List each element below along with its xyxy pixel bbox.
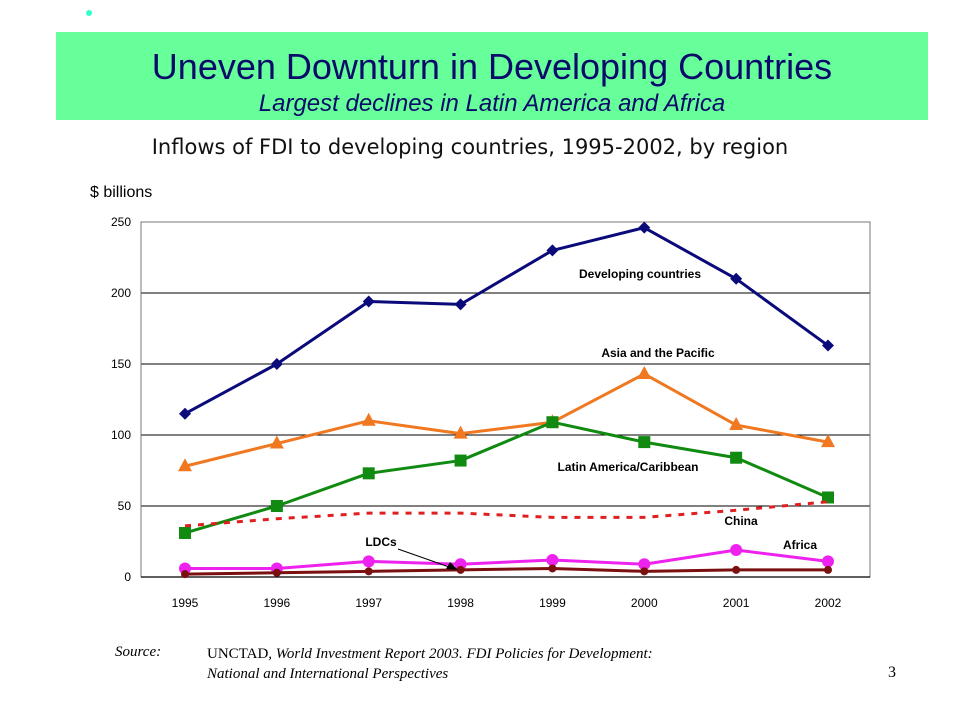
series-developing-countries — [179, 221, 834, 420]
data-point — [637, 365, 652, 379]
y-tick-label: 100 — [111, 428, 131, 442]
series-line — [184, 372, 829, 468]
y-tick-label: 0 — [124, 570, 131, 584]
data-point — [454, 298, 467, 311]
series-label: Asia and the Pacific — [601, 346, 715, 360]
data-point — [546, 244, 559, 257]
plot-area — [140, 221, 871, 578]
data-point — [638, 221, 651, 234]
slide-title: Uneven Downturn in Developing Countries — [151, 46, 833, 87]
page-number: 3 — [888, 664, 896, 681]
data-point — [454, 454, 467, 467]
y-tick-label: 50 — [118, 499, 132, 513]
data-point — [640, 567, 649, 576]
data-point — [821, 434, 835, 448]
x-tick-label: 1997 — [355, 596, 382, 610]
data-point — [732, 565, 741, 574]
data-point — [270, 500, 283, 512]
series-label: China — [724, 514, 758, 528]
data-point — [730, 544, 743, 557]
data-point — [729, 417, 744, 431]
data-point — [181, 570, 189, 579]
series-line — [185, 548, 829, 570]
source-line-1-rest: , World Investment Report 2003. FDI Poli… — [268, 646, 653, 662]
data-point — [548, 564, 557, 573]
data-point — [824, 565, 832, 574]
y-axis-unit-label: $ billions — [90, 184, 153, 201]
data-point — [638, 436, 651, 449]
data-point — [179, 407, 191, 420]
data-point — [364, 567, 373, 576]
data-point — [638, 558, 651, 571]
data-point — [362, 295, 375, 308]
series-africa — [179, 544, 834, 575]
data-point — [454, 558, 467, 571]
source-key: Source: — [115, 644, 162, 660]
series-ldcs — [181, 564, 832, 579]
data-point — [270, 358, 283, 370]
x-tick-label: 1998 — [447, 596, 474, 610]
series-label: Developing countries — [579, 267, 701, 281]
source-organization: UNCTAD — [207, 646, 269, 662]
series-asia-and-the-pacific — [178, 365, 835, 472]
source-text: UNCTAD, World Investment Report 2003. FD… — [207, 644, 653, 684]
x-tick-label: 2000 — [631, 596, 658, 610]
slide-subtitle: Largest declines in Latin America and Af… — [258, 90, 726, 117]
data-point — [179, 526, 191, 539]
data-point — [822, 339, 834, 352]
data-point — [361, 412, 376, 426]
series-label: Africa — [783, 538, 817, 552]
data-point — [822, 491, 834, 504]
y-tick-label: 250 — [111, 215, 131, 229]
source-line-2: National and International Perspectives — [207, 666, 449, 682]
source-line-1: UNCTAD, World Investment Report 2003. FD… — [207, 644, 653, 664]
series-label: Latin America/Caribbean — [558, 460, 699, 474]
series-china — [184, 500, 829, 528]
series-line — [184, 566, 828, 576]
x-tick-label: 1999 — [539, 596, 566, 610]
data-point — [269, 435, 284, 449]
data-point — [456, 565, 465, 574]
x-tick-label: 2001 — [723, 596, 750, 610]
title-band: Uneven Downturn in Developing Countries … — [56, 32, 928, 120]
series-latin-america-caribbean — [179, 416, 834, 539]
data-point — [730, 272, 743, 285]
data-point — [546, 553, 559, 566]
data-point — [179, 562, 191, 575]
data-point — [730, 451, 743, 464]
y-tick-label: 150 — [111, 357, 131, 371]
data-point — [362, 555, 375, 568]
data-point — [272, 568, 281, 577]
series-label: LDCs — [365, 535, 397, 549]
data-point — [178, 458, 192, 472]
decorative-bullet-1 — [86, 10, 92, 16]
data-point — [362, 467, 375, 480]
data-point — [822, 555, 834, 568]
series-line — [184, 500, 829, 528]
data-point — [453, 425, 468, 439]
series-line — [184, 226, 829, 416]
series-line — [184, 420, 829, 535]
x-tick-label: 1996 — [264, 596, 291, 610]
ldcs-pointer-arrowhead — [446, 562, 458, 570]
chart-heading: Inflows of FDI to developing countries, … — [151, 135, 789, 159]
x-tick-label: 1995 — [172, 596, 199, 610]
y-tick-label: 200 — [111, 286, 131, 300]
ldcs-pointer-arrow — [397, 548, 453, 569]
x-tick-label: 2002 — [815, 596, 842, 610]
data-point — [546, 416, 559, 429]
